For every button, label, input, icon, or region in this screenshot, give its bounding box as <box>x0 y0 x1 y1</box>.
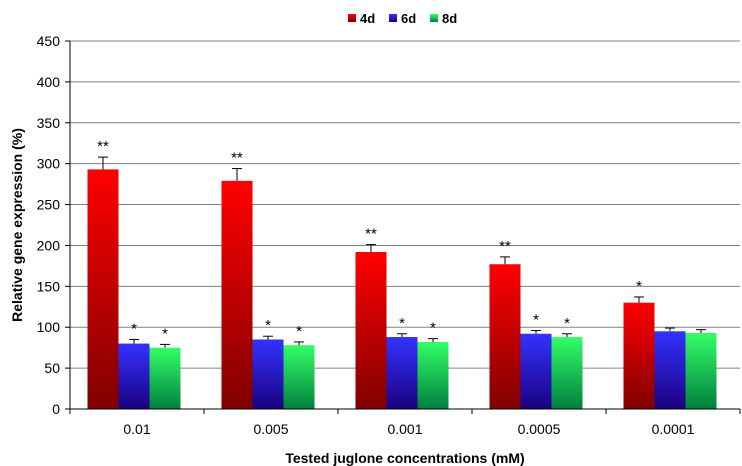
bar-6d-0.001 <box>386 337 418 409</box>
significance-label: * <box>564 315 570 332</box>
bars <box>87 156 717 409</box>
y-axis-title: Relative gene expression (%) <box>9 128 25 322</box>
y-tick-label: 250 <box>37 197 61 213</box>
x-tick-label: 0.001 <box>387 421 422 437</box>
significance-label: * <box>265 317 271 334</box>
axes <box>69 41 740 410</box>
significance-label: * <box>162 325 168 342</box>
bar-6d-0.005 <box>252 339 284 409</box>
significance-label: * <box>399 315 405 332</box>
y-tick-label: 400 <box>37 74 61 90</box>
bar-6d-0.01 <box>118 343 150 409</box>
bar-4d-0.0001 <box>623 302 655 409</box>
x-tick-label: 0.005 <box>253 421 288 437</box>
legend-swatch-4d <box>348 14 356 22</box>
bar-4d-0.01 <box>87 169 119 409</box>
gridlines <box>65 40 741 414</box>
bar-8d-0.01 <box>149 347 181 409</box>
legend-swatch-8d <box>430 14 438 22</box>
legend-label-4d: 4d <box>360 11 375 26</box>
bar-4d-0.0005 <box>489 264 521 409</box>
bar-4d-0.005 <box>221 180 253 409</box>
bar-6d-0.0005 <box>520 333 552 409</box>
x-tick-label: 0.0005 <box>518 421 561 437</box>
legend-swatch-6d <box>389 14 397 22</box>
y-tick-label: 50 <box>44 360 60 376</box>
x-tick-label: 0.01 <box>123 421 150 437</box>
bar-6d-0.0001 <box>654 331 686 409</box>
bar-8d-0.005 <box>283 345 315 409</box>
y-tick-label: 150 <box>37 278 61 294</box>
significance-label: ** <box>231 150 243 167</box>
significance-label: * <box>533 311 539 328</box>
significance-label: * <box>430 320 436 337</box>
legend-label-6d: 6d <box>401 11 416 26</box>
significance-label: ** <box>365 226 377 243</box>
y-tick-label: 350 <box>37 115 61 131</box>
bar-8d-0.0005 <box>551 337 583 409</box>
y-tick-label: 300 <box>37 156 61 172</box>
significance-label: ** <box>499 238 511 255</box>
significance-label: ** <box>97 138 109 155</box>
x-axis-title: Tested juglone concentrations (mM) <box>285 450 524 466</box>
bar-4d-0.001 <box>355 251 387 409</box>
y-tick-label: 0 <box>52 401 60 417</box>
y-tick-label: 200 <box>37 237 61 253</box>
legend: 4d 6d 8d <box>348 11 457 26</box>
significance-label: * <box>131 320 137 337</box>
bar-8d-0.0001 <box>685 332 717 409</box>
y-tick-label: 450 <box>37 33 61 49</box>
x-tick-label: 0.0001 <box>652 421 695 437</box>
significance-label: * <box>296 323 302 340</box>
significance-label: * <box>636 278 642 295</box>
legend-label-8d: 8d <box>442 11 457 26</box>
bar-8d-0.001 <box>417 341 449 409</box>
y-tick-label: 100 <box>37 319 61 335</box>
